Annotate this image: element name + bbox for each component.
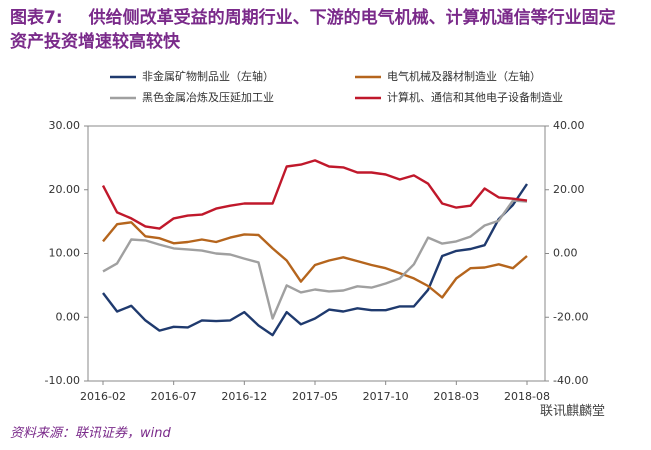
y2-tick-label: 20.00 <box>553 183 585 196</box>
x-tick-label: 2017-05 <box>292 390 338 403</box>
y2-tick-label: -20.00 <box>553 310 588 323</box>
plot-frame <box>87 125 546 382</box>
legend-label: 非金属矿物制品业（左轴） <box>142 69 274 83</box>
legend-label: 计算机、通信和其他电子设备制造业 <box>387 90 563 104</box>
x-tick-label: 2017-10 <box>363 390 409 403</box>
series-line <box>102 183 528 337</box>
x-tick-label: 2016-07 <box>151 390 197 403</box>
y2-tick-label: -40.00 <box>553 374 588 387</box>
y-tick-label: 10.00 <box>49 247 81 260</box>
y2-tick-label: 0.00 <box>553 247 578 260</box>
source: 资料来源：联讯证券，wind <box>10 426 171 441</box>
watermark: 联讯麒麟堂 <box>540 404 606 419</box>
series-line <box>102 221 528 299</box>
y-tick-label: 20.00 <box>49 183 81 196</box>
series-line <box>102 199 528 320</box>
y2-tick-label: 40.00 <box>553 119 585 132</box>
chart: 30.00 20.00 10.00 0.00 -10.00 40.00 20.00 0.00 -… <box>45 69 589 403</box>
title-text: 供给侧改革受益的周期行业、下游的电气机械、计算机通信等行业固定资产投资增速较高较… <box>10 8 616 52</box>
y-tick-label: 30.00 <box>49 119 81 132</box>
series-line <box>101 159 528 230</box>
x-tick-label: 2018-03 <box>433 390 479 403</box>
y-tick-label: 0.00 <box>56 310 81 323</box>
chart-title: 图表7: 供给侧改革受益的周期行业、下游的电气机械、计算机通信等行业固定资产投资增… <box>10 6 620 54</box>
legend-label: 电气机械及器材制造业（左轴） <box>387 69 541 83</box>
figure-label: 图表7: <box>10 8 63 28</box>
x-tick-label: 2016-12 <box>221 390 267 403</box>
x-tick-label: 2016-02 <box>80 390 126 403</box>
y-tick-label: -10.00 <box>45 374 80 387</box>
x-tick-label: 2018-08 <box>504 390 550 403</box>
legend-label: 黑色金属冶炼及压延加工业 <box>142 90 274 104</box>
